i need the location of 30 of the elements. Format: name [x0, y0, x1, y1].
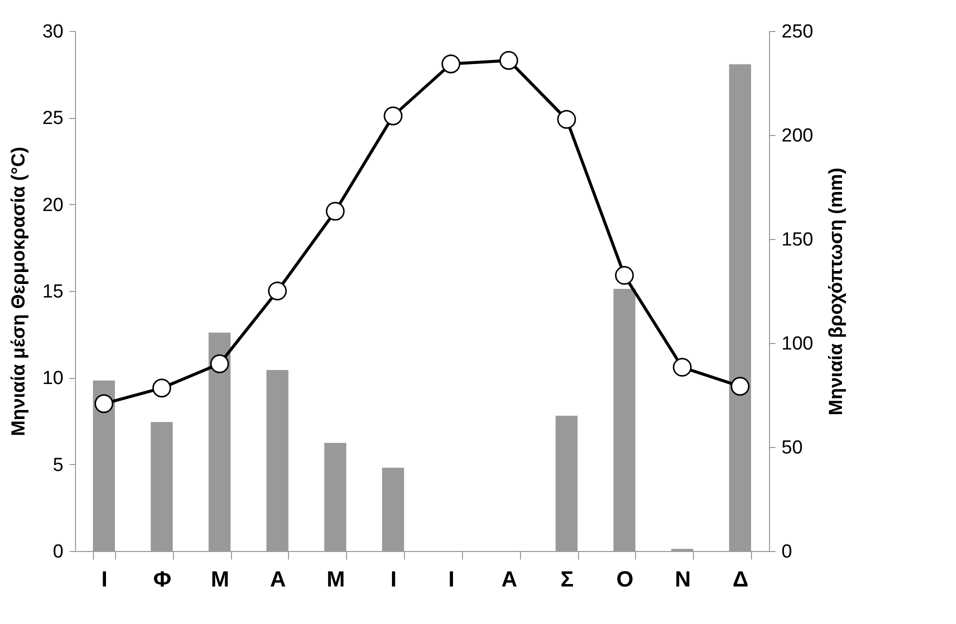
y2-tick-label: 200	[782, 126, 814, 146]
x-tick-label: Ι	[390, 566, 397, 592]
x-tick-label: Ι	[101, 566, 108, 592]
y-tick-label: 25	[42, 108, 64, 130]
y-tick-label: 15	[42, 282, 64, 302]
y2-axis-title: Μηνιαία βροχόπτωση (mm)	[826, 168, 848, 416]
y-tick-label: 20	[42, 194, 64, 216]
y-axis-title: Μηνιαία μέση Θερμοκρασία (°C)	[8, 146, 30, 436]
y-tick-label: 30	[42, 22, 64, 42]
y-tick-label: 5	[52, 454, 64, 476]
y2-tick-label: 50	[782, 438, 803, 458]
x-tick-label: Ο	[616, 566, 634, 592]
y2-tick-label: 100	[782, 334, 814, 354]
x-tick-label: Σ	[560, 566, 574, 592]
x-tick-label: Ν	[674, 566, 691, 592]
x-tick-label: Φ	[153, 566, 172, 592]
x-tick-label: Α	[501, 566, 518, 592]
x-tick-label: Μ	[326, 566, 345, 592]
point	[730, 376, 750, 396]
x-tick-label: Δ	[732, 566, 748, 592]
x-tick-label: Ι	[448, 566, 454, 592]
y-tick-label: 0	[52, 542, 64, 562]
point	[94, 394, 114, 414]
y2-tick-label: 150	[782, 230, 814, 250]
y2-tick-label: 250	[782, 22, 814, 42]
point	[210, 354, 229, 374]
x-tick-label: Α	[270, 566, 286, 592]
x-tick-label: Μ	[210, 566, 230, 592]
y-tick-label: 10	[42, 368, 64, 390]
y2-tick-label: 0	[782, 542, 792, 562]
